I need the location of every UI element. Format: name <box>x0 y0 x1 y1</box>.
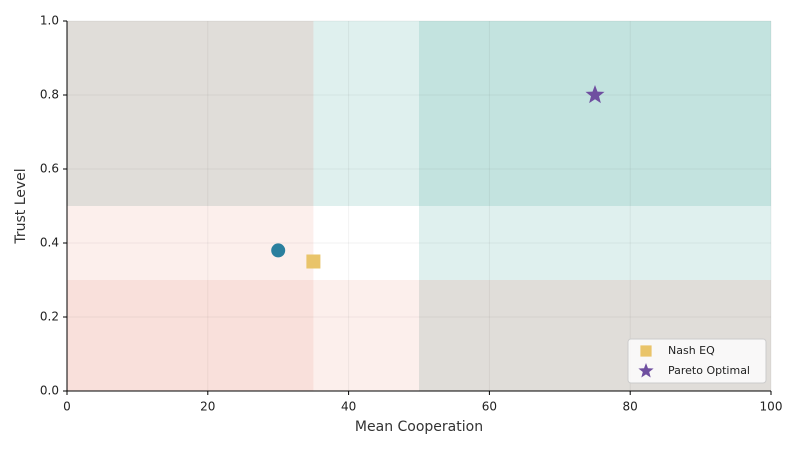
y-tick-label: 0.8 <box>40 88 59 102</box>
y-tick-label: 0.4 <box>40 236 59 250</box>
x-tick-label: 20 <box>200 400 215 414</box>
y-tick-label: 1.0 <box>40 14 59 28</box>
x-tick-label: 0 <box>63 400 71 414</box>
region <box>67 280 419 391</box>
point <box>306 254 321 269</box>
x-axis-title: Mean Cooperation <box>355 419 483 435</box>
y-axis-title: Trust Level <box>13 168 29 244</box>
x-tick-label: 80 <box>623 400 638 414</box>
legend-marker <box>638 363 654 378</box>
x-tick-label: 60 <box>482 400 497 414</box>
legend-marker <box>640 345 652 357</box>
y-tick-label: 0.6 <box>40 162 59 176</box>
y-tick-label: 0.2 <box>40 310 59 324</box>
legend-label: Pareto Optimal <box>668 364 750 377</box>
legend-box <box>627 338 767 384</box>
legend-label: Nash EQ <box>668 344 715 357</box>
region <box>313 21 771 206</box>
legend: Nash EQ Pareto Optimal <box>627 338 767 384</box>
region <box>67 206 314 391</box>
region <box>67 21 314 206</box>
x-tick-label: 40 <box>341 400 356 414</box>
point <box>585 85 605 104</box>
x-tick-label: 100 <box>760 400 783 414</box>
y-tick-label: 0.0 <box>40 384 59 398</box>
region <box>419 21 771 280</box>
point <box>271 243 286 258</box>
